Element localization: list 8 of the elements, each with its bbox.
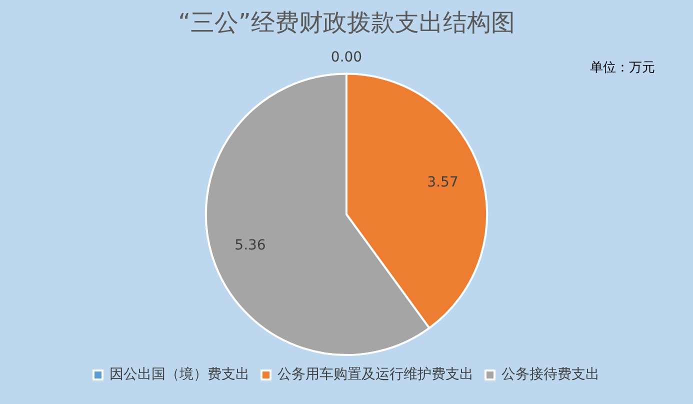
legend-label: 公务接待费支出	[502, 366, 600, 383]
text: 0.00	[330, 49, 362, 66]
data-label: 3.57	[427, 174, 458, 191]
chart-title: “三公”经费财政拨款支出结构图	[178, 8, 515, 37]
data-label: 5.36	[234, 237, 266, 254]
legend-label: 因公出国（境）费支出	[110, 366, 250, 383]
legend-label: 公务用车购置及运行维护费支出	[278, 366, 474, 383]
text: 单位：万元	[590, 60, 655, 76]
